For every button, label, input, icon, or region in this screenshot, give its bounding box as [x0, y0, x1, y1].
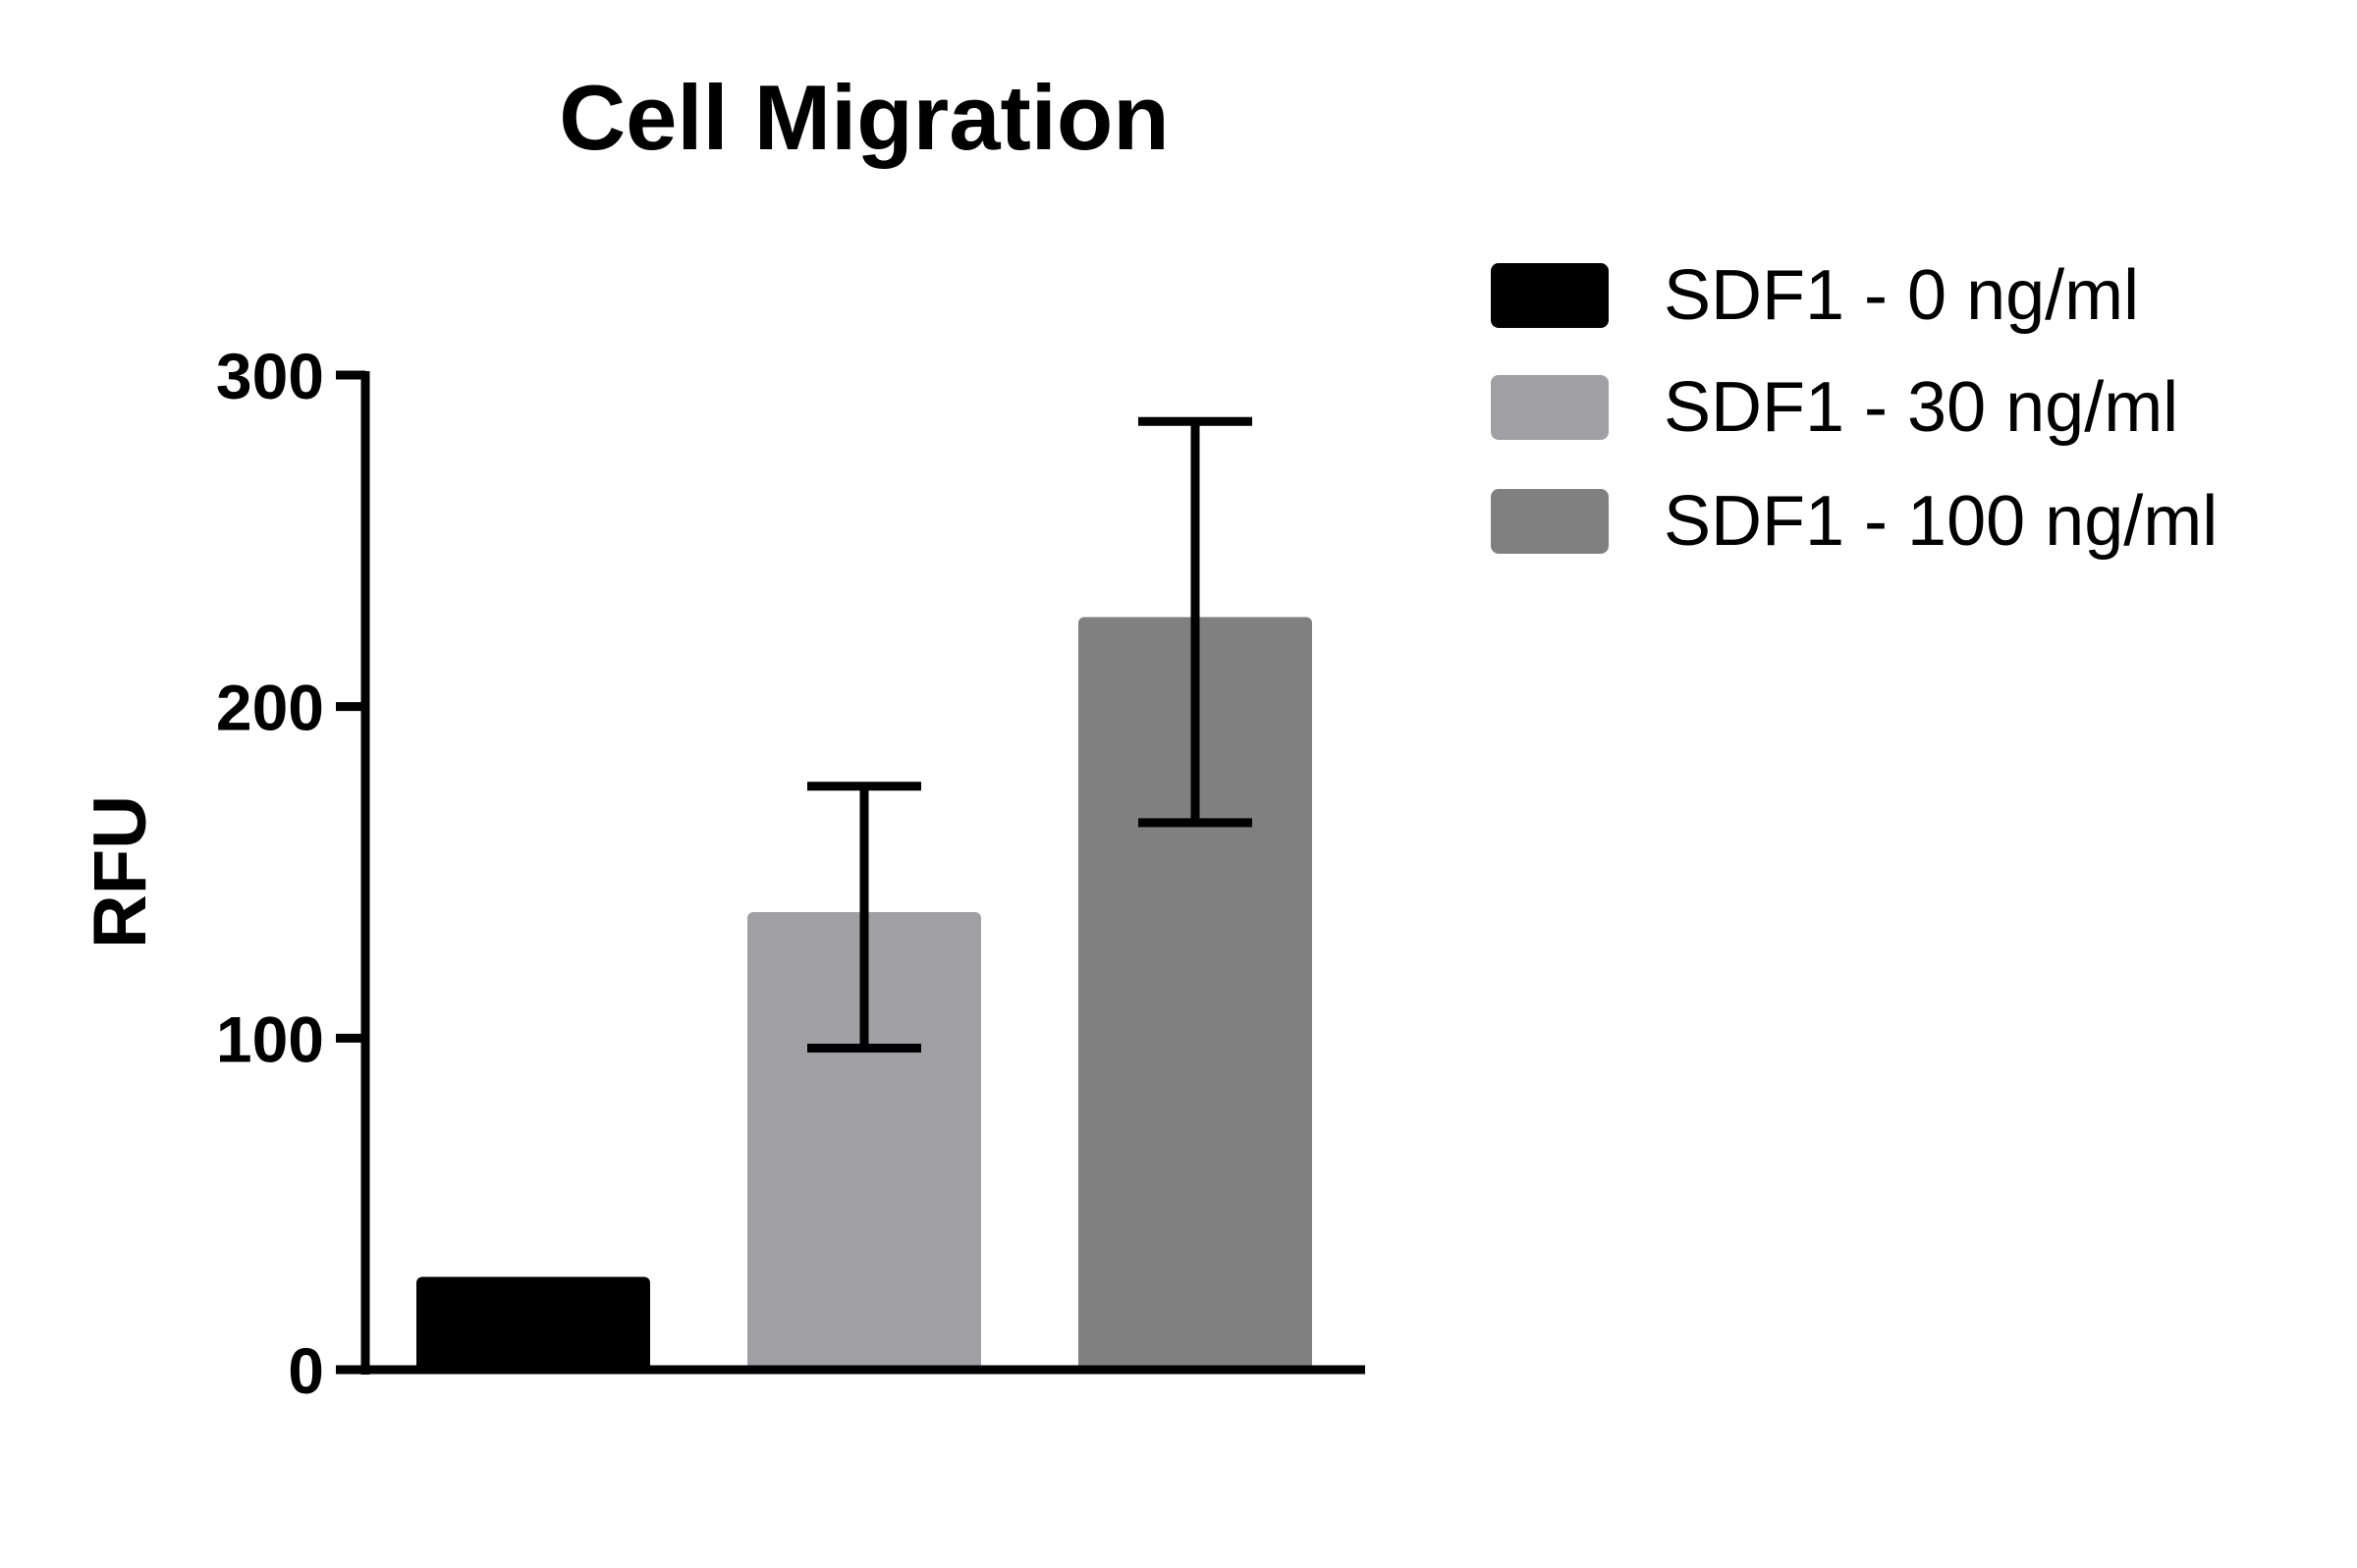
chart-title: Cell Migration — [559, 66, 1169, 169]
legend: SDF1 - 0 ng/ml SDF1 - 30 ng/ml SDF1 - 100 … — [1491, 256, 2218, 561]
y-tick-label: 300 — [216, 340, 324, 412]
y-tick-label: 200 — [216, 672, 324, 744]
bar-1-base — [416, 1286, 650, 1370]
plot-area: 0 100 200 300 — [216, 340, 1365, 1407]
legend-swatch-1 — [1491, 263, 1609, 328]
legend-swatch-3 — [1491, 489, 1609, 554]
legend-swatch-2 — [1491, 375, 1609, 440]
y-tick-label: 100 — [216, 1002, 324, 1075]
legend-label-3: SDF1 - 100 ng/ml — [1664, 482, 2218, 561]
legend-label-1: SDF1 - 0 ng/ml — [1664, 256, 2139, 335]
legend-label-2: SDF1 - 30 ng/ml — [1664, 368, 2178, 447]
y-tick-label: 0 — [288, 1334, 324, 1407]
y-axis-label: RFU — [79, 795, 162, 948]
